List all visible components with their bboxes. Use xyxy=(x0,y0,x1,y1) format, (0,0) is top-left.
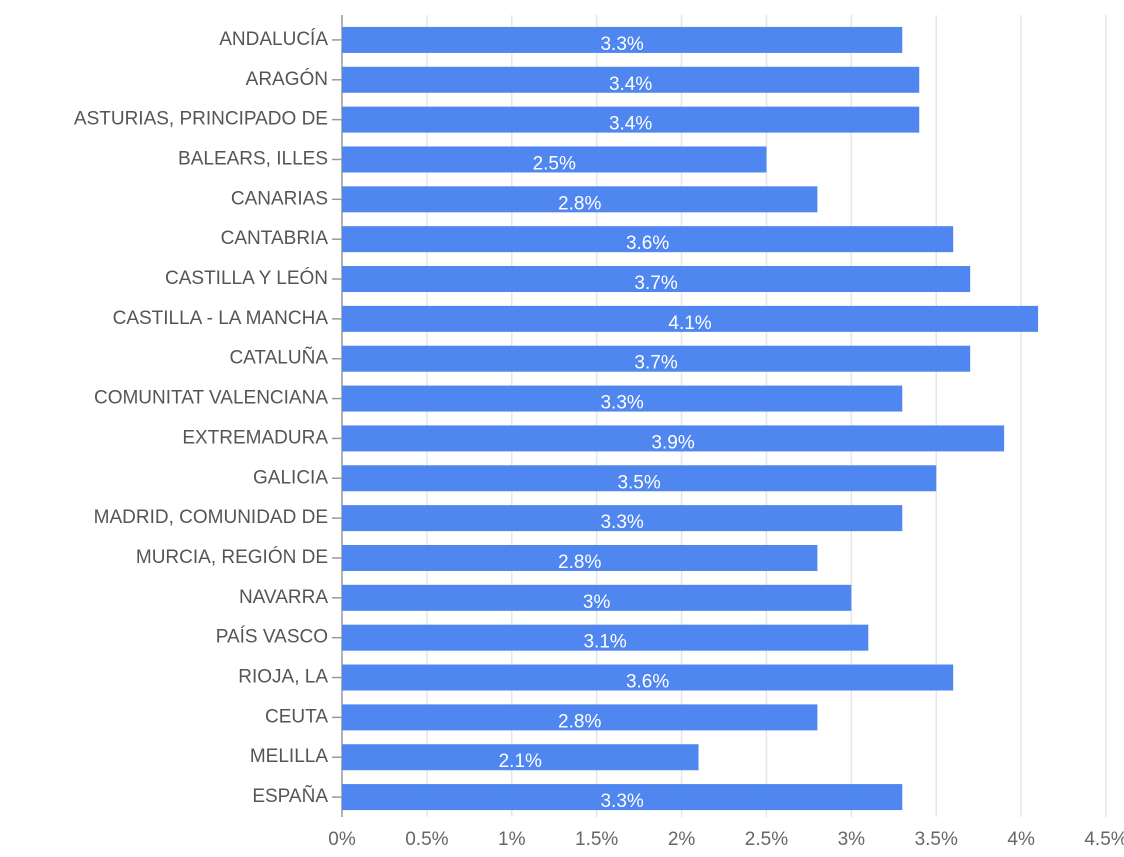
x-tick-label: 0% xyxy=(328,829,356,850)
y-tick-label: ARAGÓN xyxy=(246,68,328,90)
value-label: 3.3% xyxy=(600,34,643,55)
bar xyxy=(342,305,1039,332)
bar xyxy=(342,704,818,731)
x-tick-label: 1.5% xyxy=(575,829,618,850)
value-label: 2.8% xyxy=(558,193,601,214)
y-tick-label: BALEARS, ILLES xyxy=(178,148,328,169)
x-tick-label: 1% xyxy=(498,829,526,850)
value-label: 3.7% xyxy=(634,353,677,374)
x-tick-label: 4.5% xyxy=(1084,829,1124,850)
y-tick-label: MADRID, COMUNIDAD DE xyxy=(94,507,328,528)
value-label: 2.8% xyxy=(558,552,601,573)
x-tick-label: 0.5% xyxy=(405,829,448,850)
value-label: 3% xyxy=(583,592,611,613)
bar xyxy=(342,505,903,532)
bar xyxy=(342,425,1005,452)
y-tick-label: CEUTA xyxy=(265,706,328,727)
bar xyxy=(342,106,920,133)
value-label: 2.5% xyxy=(533,153,576,174)
y-tick-label: RIOJA, LA xyxy=(238,667,328,688)
x-tick-label: 2.5% xyxy=(745,829,788,850)
y-tick-label: CASTILLA Y LEÓN xyxy=(165,267,328,289)
y-tick-label: ANDALUCÍA xyxy=(219,29,328,50)
y-tick-label: CANARIAS xyxy=(231,188,328,209)
bar xyxy=(342,664,954,691)
y-tick-label: EXTREMADURA xyxy=(182,427,328,448)
bar xyxy=(342,465,937,492)
value-label: 3.9% xyxy=(651,432,694,453)
bar xyxy=(342,624,869,651)
value-label: 3.3% xyxy=(600,791,643,812)
bar xyxy=(342,266,971,293)
bar xyxy=(342,345,971,372)
bar xyxy=(342,544,818,571)
y-tick-label: CATALUÑA xyxy=(229,347,328,369)
value-label: 3.6% xyxy=(626,233,669,254)
x-tick-label: 4% xyxy=(1007,829,1035,850)
y-tick-label: MELILLA xyxy=(250,746,328,767)
value-label: 3.4% xyxy=(609,114,652,135)
bar xyxy=(342,784,903,811)
value-label: 2.1% xyxy=(499,751,542,772)
bar xyxy=(342,584,852,611)
y-tick-label: PAÍS VASCO xyxy=(216,627,328,648)
bar xyxy=(342,186,818,213)
x-tick-label: 2% xyxy=(668,829,696,850)
y-tick-label: ASTURIAS, PRINCIPADO DE xyxy=(74,109,328,130)
y-tick-label: CASTILLA - LA MANCHA xyxy=(113,308,329,329)
x-tick-label: 3.5% xyxy=(915,829,958,850)
value-label: 4.1% xyxy=(668,313,711,334)
bar xyxy=(342,26,903,53)
bar xyxy=(342,146,767,173)
y-tick-label: GALICIA xyxy=(253,467,328,488)
x-tick-label: 3% xyxy=(838,829,866,850)
bar xyxy=(342,744,699,771)
value-label: 3.3% xyxy=(600,512,643,533)
value-label: 3.6% xyxy=(626,672,669,693)
bar xyxy=(342,226,954,253)
value-label: 3.4% xyxy=(609,74,652,95)
y-tick-label: CANTABRIA xyxy=(221,228,329,249)
value-label: 3.1% xyxy=(583,632,626,653)
value-label: 3.5% xyxy=(617,472,660,493)
y-tick-label: ESPAÑA xyxy=(252,785,328,807)
value-label: 2.8% xyxy=(558,711,601,732)
value-label: 3.3% xyxy=(600,393,643,414)
y-tick-label: COMUNITAT VALENCIANA xyxy=(94,388,328,409)
bar xyxy=(342,385,903,412)
bar xyxy=(342,66,920,93)
y-tick-label: NAVARRA xyxy=(239,587,328,608)
value-label: 3.7% xyxy=(634,273,677,294)
y-tick-label: MURCIA, REGIÓN DE xyxy=(136,546,328,568)
